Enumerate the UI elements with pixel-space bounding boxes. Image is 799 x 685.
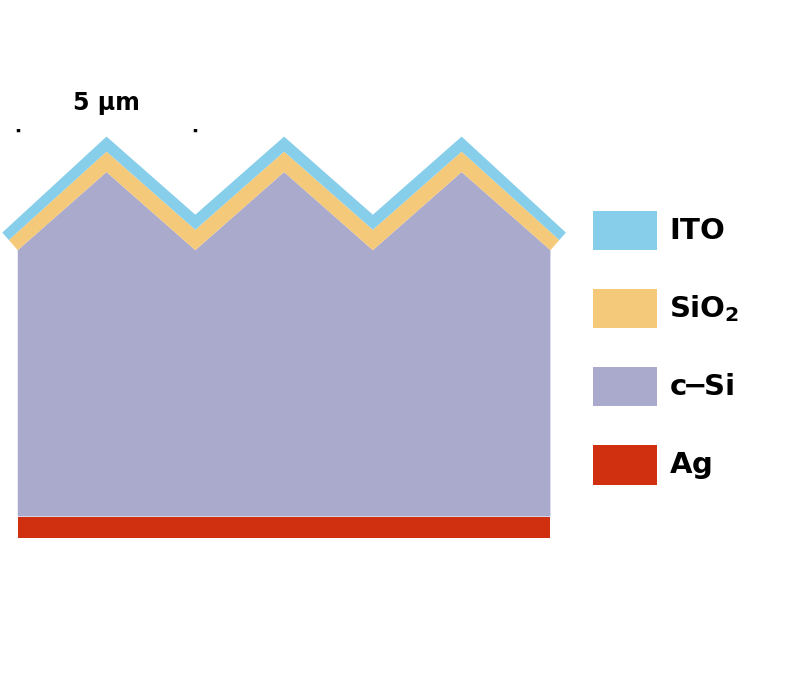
- Text: $\mathbf{Ag}$: $\mathbf{Ag}$: [670, 449, 712, 480]
- Polygon shape: [2, 136, 566, 240]
- Bar: [593, 289, 657, 328]
- Polygon shape: [18, 516, 551, 538]
- Text: $\mathbf{ITO}$: $\mathbf{ITO}$: [670, 216, 725, 245]
- Polygon shape: [18, 172, 551, 516]
- Bar: [593, 211, 657, 250]
- Text: 5 μm: 5 μm: [73, 91, 140, 115]
- Text: $\mathbf{c\!\!-\!\!Si}$: $\mathbf{c\!\!-\!\!Si}$: [670, 373, 734, 401]
- Bar: [593, 445, 657, 484]
- Polygon shape: [9, 151, 559, 250]
- Bar: [593, 367, 657, 406]
- Text: $\mathbf{SiO_2}$: $\mathbf{SiO_2}$: [670, 293, 740, 324]
